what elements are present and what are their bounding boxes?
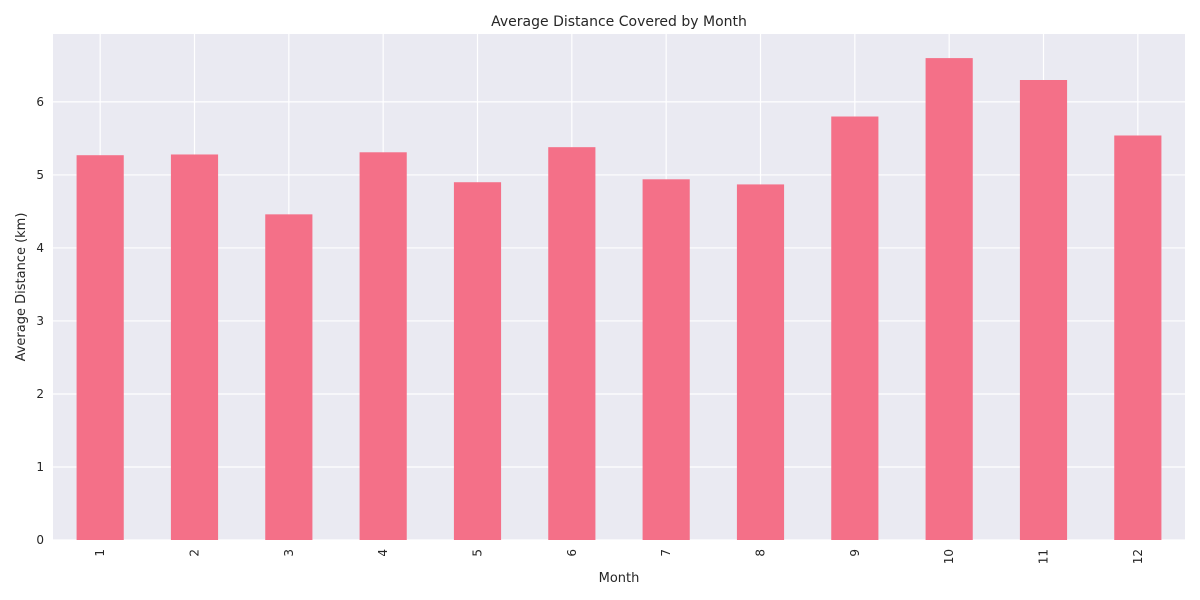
bar-month-4 <box>359 152 407 541</box>
bar-month-2 <box>170 154 219 540</box>
x-tick-label: 8 <box>754 549 768 557</box>
y-tick-label: 2 <box>36 387 44 401</box>
x-tick-label: 9 <box>848 549 862 557</box>
y-tick-label: 6 <box>36 95 44 109</box>
bar-month-3 <box>265 214 313 540</box>
bar-month-8 <box>736 184 785 540</box>
bar-month-7 <box>642 179 690 541</box>
chart-title: Average Distance Covered by Month <box>491 14 747 30</box>
x-tick-labels: 1 2 3 4 5 6 7 8 9 10 11 12 <box>93 549 1145 564</box>
x-tick-label: 2 <box>188 549 202 557</box>
bar-month-10 <box>925 58 973 540</box>
y-tick-labels: 0 1 2 3 4 5 6 <box>36 95 44 547</box>
x-tick-label: 3 <box>282 549 296 557</box>
bar-month-5 <box>453 182 502 540</box>
x-tick-label: 12 <box>1131 549 1145 564</box>
x-tick-label: 11 <box>1037 549 1051 564</box>
x-tick-label: 6 <box>565 549 579 557</box>
bar-month-12 <box>1114 135 1162 540</box>
x-tick-label: 1 <box>93 549 107 557</box>
y-tick-label: 0 <box>36 533 44 547</box>
x-tick-label: 4 <box>376 549 390 557</box>
bar-month-6 <box>548 147 596 540</box>
y-axis-label: Average Distance (km) <box>14 213 29 362</box>
bar-month-1 <box>76 155 124 540</box>
y-tick-label: 3 <box>36 314 44 328</box>
bar-month-11 <box>1019 80 1068 540</box>
y-tick-label: 1 <box>36 460 44 474</box>
bars <box>76 58 1162 541</box>
x-tick-label: 7 <box>659 549 673 557</box>
bar-month-9 <box>831 116 879 540</box>
y-tick-label: 4 <box>36 241 44 255</box>
y-tick-label: 5 <box>36 168 44 182</box>
plot-area <box>53 34 1185 540</box>
x-tick-label: 5 <box>471 549 485 557</box>
x-tick-label: 10 <box>942 549 956 564</box>
x-axis-label: Month <box>599 571 640 586</box>
